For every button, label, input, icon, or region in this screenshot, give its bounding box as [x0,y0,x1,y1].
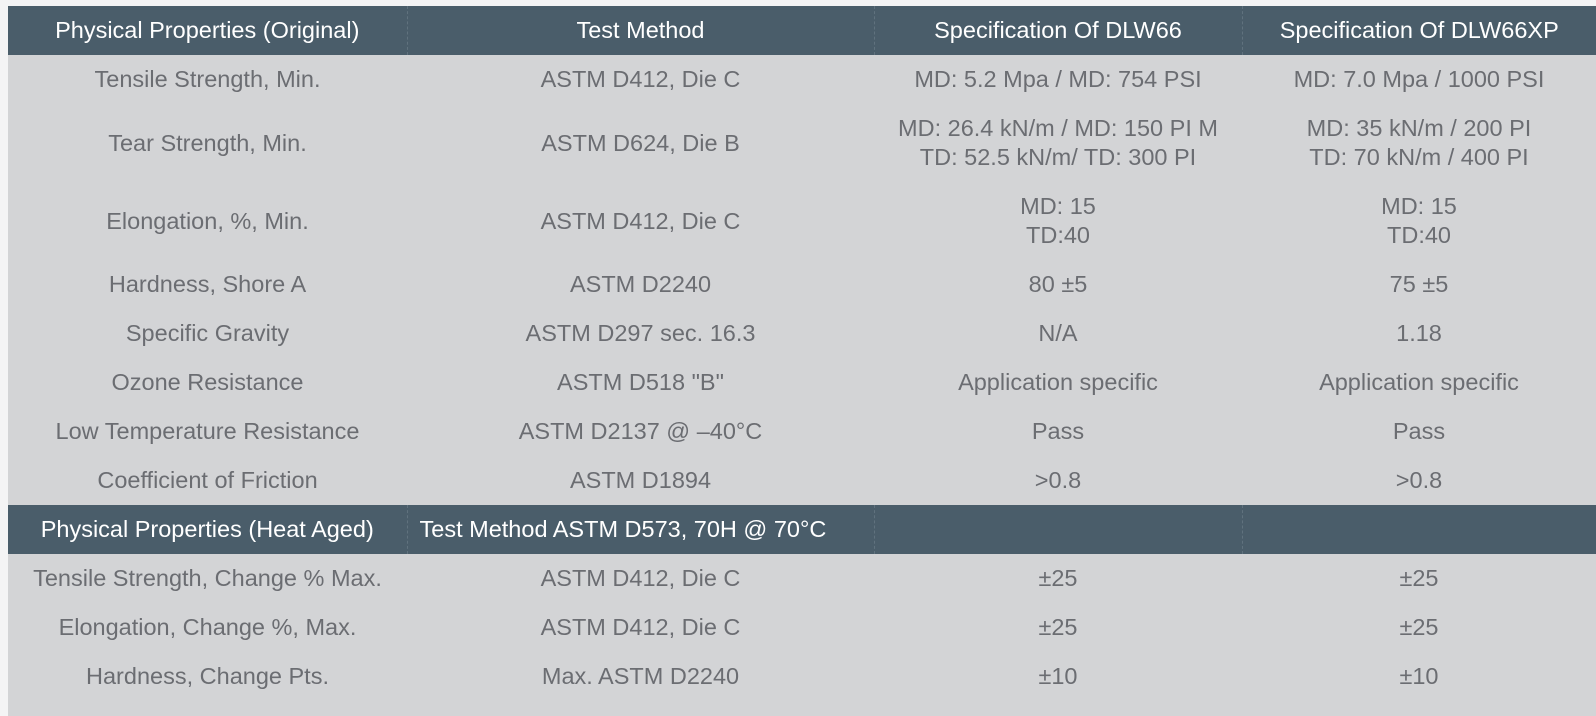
property-cell: Tensile Strength, Min. [94,66,321,92]
table-row: Coefficient of Friction ASTM D1894 >0.8 … [8,456,1596,505]
method-cell: ASTM D518 "B" [557,369,724,395]
dlw66-cell: ±10 [874,652,1242,701]
dlw66xp-cell: MD: 15 TD:40 [1242,182,1596,260]
header-spec-dlw66: Specification Of DLW66 [873,6,1242,55]
cell-line: MD: 7.0 Mpa / 1000 PSI [1293,66,1545,92]
cell-line: ±10 [1038,663,1078,689]
method-cell: ASTM D2137 @ –40°C [518,418,763,444]
header-physical-properties: Physical Properties (Original) [8,6,407,55]
cell-line: N/A [1038,320,1078,346]
property-cell: Tensile Strength, Change % Max. [33,565,382,591]
dlw66-cell: N/A [874,309,1242,358]
method-cell: ASTM D1894 [569,467,712,493]
table-row: Elongation, %, Min. ASTM D412, Die C MD:… [8,182,1596,260]
dlw66xp-cell: ±25 [1242,554,1596,603]
cell-line: ±25 [1038,565,1078,591]
dlw66-cell: >0.8 [874,456,1242,505]
dlw66-cell: ±25 [874,554,1242,603]
table-row: Ozone Resistance ASTM D518 "B" Applicati… [8,358,1596,407]
method-cell: ASTM D412, Die C [540,614,741,640]
cell-line: MD: 26.4 kN/m / MD: 150 PI M [898,115,1218,141]
dlw66-cell: MD: 5.2 Mpa / MD: 754 PSI [874,55,1242,104]
cell-line: MD: 15 [1381,193,1457,219]
cell-line: 1.18 [1396,320,1442,346]
cell-line: >0.8 [1395,467,1443,493]
dlw66-cell: MD: 26.4 kN/m / MD: 150 PI M TD: 52.5 kN… [874,104,1242,182]
dlw66-cell: ±25 [874,603,1242,652]
cell-line: MD: 35 kN/m / 200 PI [1306,115,1532,141]
cell-line: ±25 [1399,614,1439,640]
table-row: Hardness, Change Pts. Max. ASTM D2240 ±1… [8,652,1596,701]
dlw66xp-cell: Application specific [1242,358,1596,407]
cell-line: Pass [1392,418,1446,444]
dlw66-cell: Pass [874,407,1242,456]
cell-line: ±25 [1038,614,1078,640]
cell-line: TD:40 [1026,222,1090,248]
cell-line: TD: 52.5 kN/m/ TD: 300 PI [919,144,1197,170]
table-row: Tensile Strength, Change % Max. ASTM D41… [8,554,1596,603]
dlw66-cell: Application specific [874,358,1242,407]
dlw66-cell: MD: 15 TD:40 [874,182,1242,260]
properties-table: Physical Properties (Original) Test Meth… [8,6,1596,701]
cell-line: MD: 5.2 Mpa / MD: 754 PSI [914,66,1202,92]
dlw66xp-cell: MD: 7.0 Mpa / 1000 PSI [1242,55,1596,104]
cell-line: TD:40 [1387,222,1451,248]
method-cell: ASTM D412, Die C [540,565,741,591]
property-cell: Elongation, %, Min. [106,207,309,234]
cell-line: ±10 [1399,663,1439,689]
cell-line: 80 ±5 [1028,271,1088,297]
property-cell: Hardness, Shore A [108,271,307,297]
property-cell: Specific Gravity [125,320,290,346]
method-cell: Max. ASTM D2240 [541,663,740,689]
method-cell: ASTM D624, Die B [541,129,740,156]
method-cell: ASTM D412, Die C [540,66,741,92]
header-heat-aged-properties: Physical Properties (Heat Aged) [8,505,407,554]
method-cell: ASTM D412, Die C [540,207,741,234]
table-row: Tear Strength, Min. ASTM D624, Die B MD:… [8,104,1596,182]
cell-line: Application specific [958,369,1158,395]
property-cell: Low Temperature Resistance [55,418,360,444]
header-heat-aged-test-method: Test Method ASTM D573, 70H @ 70°C [406,505,874,554]
cell-line: 75 ±5 [1389,271,1449,297]
property-cell: Ozone Resistance [111,369,304,395]
dlw66-cell: 80 ±5 [874,260,1242,309]
cell-line: TD: 70 kN/m / 400 PI [1309,144,1529,170]
heat-aged-header-row: Physical Properties (Heat Aged) Test Met… [8,505,1596,554]
header-heat-aged-empty-2 [1241,505,1596,554]
property-cell: Elongation, Change %, Max. [58,614,357,640]
dlw66xp-cell: ±25 [1242,603,1596,652]
property-cell: Coefficient of Friction [97,467,318,493]
dlw66xp-cell: 1.18 [1242,309,1596,358]
header-spec-dlw66xp: Specification Of DLW66XP [1241,6,1596,55]
header-test-method: Test Method [406,6,874,55]
cell-line: ±25 [1399,565,1439,591]
properties-table-container: Physical Properties (Original) Test Meth… [8,6,1596,716]
cell-line: Application specific [1319,369,1519,395]
property-cell: Tear Strength, Min. [108,129,307,156]
cell-line: MD: 15 [1020,193,1096,219]
table-row: Tensile Strength, Min. ASTM D412, Die C … [8,55,1596,104]
cell-line: >0.8 [1034,467,1082,493]
method-cell: ASTM D297 sec. 16.3 [525,320,756,346]
dlw66xp-cell: MD: 35 kN/m / 200 PI TD: 70 kN/m / 400 P… [1242,104,1596,182]
dlw66xp-cell: Pass [1242,407,1596,456]
cell-line: Pass [1031,418,1085,444]
table-row: Low Temperature Resistance ASTM D2137 @ … [8,407,1596,456]
header-row: Physical Properties (Original) Test Meth… [8,6,1596,55]
table-row: Specific Gravity ASTM D297 sec. 16.3 N/A… [8,309,1596,358]
dlw66xp-cell: >0.8 [1242,456,1596,505]
property-cell: Hardness, Change Pts. [86,663,329,689]
dlw66xp-cell: 75 ±5 [1242,260,1596,309]
table-row: Hardness, Shore A ASTM D2240 80 ±5 75 ±5 [8,260,1596,309]
header-heat-aged-empty-1 [873,505,1242,554]
dlw66xp-cell: ±10 [1242,652,1596,701]
method-cell: ASTM D2240 [569,271,712,297]
table-row: Elongation, Change %, Max. ASTM D412, Di… [8,603,1596,652]
